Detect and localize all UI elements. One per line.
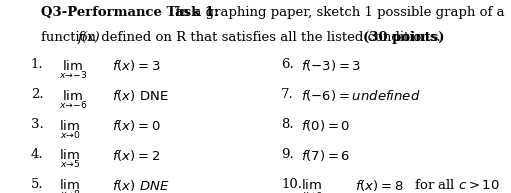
Text: $f(-6) = \mathit{undefined}$: $f(-6) = \mathit{undefined}$	[301, 88, 421, 103]
Text: $f(x)$ DNE: $f(x)$ DNE	[112, 88, 169, 103]
Text: $\lim_{x\to0}$: $\lim_{x\to0}$	[59, 118, 80, 141]
Text: In a graphing paper, sketch 1 possible graph of a: In a graphing paper, sketch 1 possible g…	[171, 6, 505, 19]
Text: 10.: 10.	[281, 178, 302, 190]
Text: $f(x) = 3$: $f(x) = 3$	[112, 58, 161, 73]
Text: $\lim_{x\to c}$: $\lim_{x\to c}$	[301, 178, 323, 193]
Text: (30 points): (30 points)	[363, 31, 444, 44]
Text: 3.: 3.	[31, 118, 43, 131]
Text: 1.: 1.	[31, 58, 43, 71]
Text: 6.: 6.	[281, 58, 294, 71]
Text: $\lim_{x\to-3}$: $\lim_{x\to-3}$	[59, 58, 87, 81]
Text: $\lim_{x\to-6}$: $\lim_{x\to-6}$	[59, 88, 87, 111]
Text: $f(x) = 2$: $f(x) = 2$	[112, 148, 160, 163]
Text: $f(0) = 0$: $f(0) = 0$	[301, 118, 351, 133]
Text: f(x): f(x)	[78, 31, 100, 44]
Text: $\lim_{x\to5}$: $\lim_{x\to5}$	[59, 148, 80, 170]
Text: 5.: 5.	[31, 178, 43, 190]
Text: 9.: 9.	[281, 148, 294, 161]
Text: 8.: 8.	[281, 118, 294, 131]
Text: 4.: 4.	[31, 148, 43, 161]
Text: $\lim_{x\to8}$: $\lim_{x\to8}$	[59, 178, 80, 193]
Text: $f(x) = 8$: $f(x) = 8$	[355, 178, 404, 193]
Text: $f(-3) = 3$: $f(-3) = 3$	[301, 58, 362, 73]
Text: defined on R that satisfies all the listed conditions.: defined on R that satisfies all the list…	[97, 31, 445, 44]
Text: Q3-Performance Task 1:: Q3-Performance Task 1:	[41, 6, 219, 19]
Text: $f(x)$ $\it{DNE}$: $f(x)$ $\it{DNE}$	[112, 178, 170, 193]
Text: function: function	[41, 31, 100, 44]
Text: $f(x) = 0$: $f(x) = 0$	[112, 118, 161, 133]
Text: for all $c > 10$: for all $c > 10$	[406, 178, 500, 192]
Text: $f(7) = 6$: $f(7) = 6$	[301, 148, 351, 163]
Text: 7.: 7.	[281, 88, 294, 101]
Text: 2.: 2.	[31, 88, 43, 101]
